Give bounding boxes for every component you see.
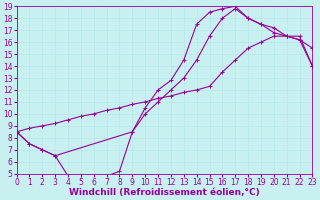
X-axis label: Windchill (Refroidissement éolien,°C): Windchill (Refroidissement éolien,°C) (69, 188, 260, 197)
